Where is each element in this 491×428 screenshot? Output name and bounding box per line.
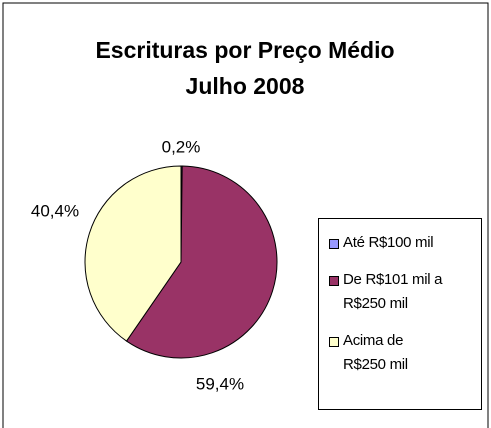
legend-item: Acima de R$250 mil [329,329,475,377]
legend-swatch [329,337,339,347]
chart-title: Escrituras por Preço Médio [95,37,394,63]
legend-label: Até R$100 mil [343,234,434,251]
data-label: 59,4% [196,374,244,393]
pie-slice [125,165,278,359]
legend-swatch [329,276,339,286]
legend-item: Até R$100 mil [329,231,475,255]
legend-label: Acima de R$250 mil [343,332,408,373]
legend-swatch [329,239,339,249]
legend-item: De R$101 mil a R$250 mil [329,268,475,316]
legend: Até R$100 mil De R$101 mil a R$250 mil Aci… [318,218,482,410]
pie-slice [84,165,182,342]
data-label: 0,2% [162,137,201,156]
legend-label: De R$101 mil a R$250 mil [343,271,443,312]
data-label: 40,4% [31,201,79,220]
chart-title: Julho 2008 [186,73,305,99]
